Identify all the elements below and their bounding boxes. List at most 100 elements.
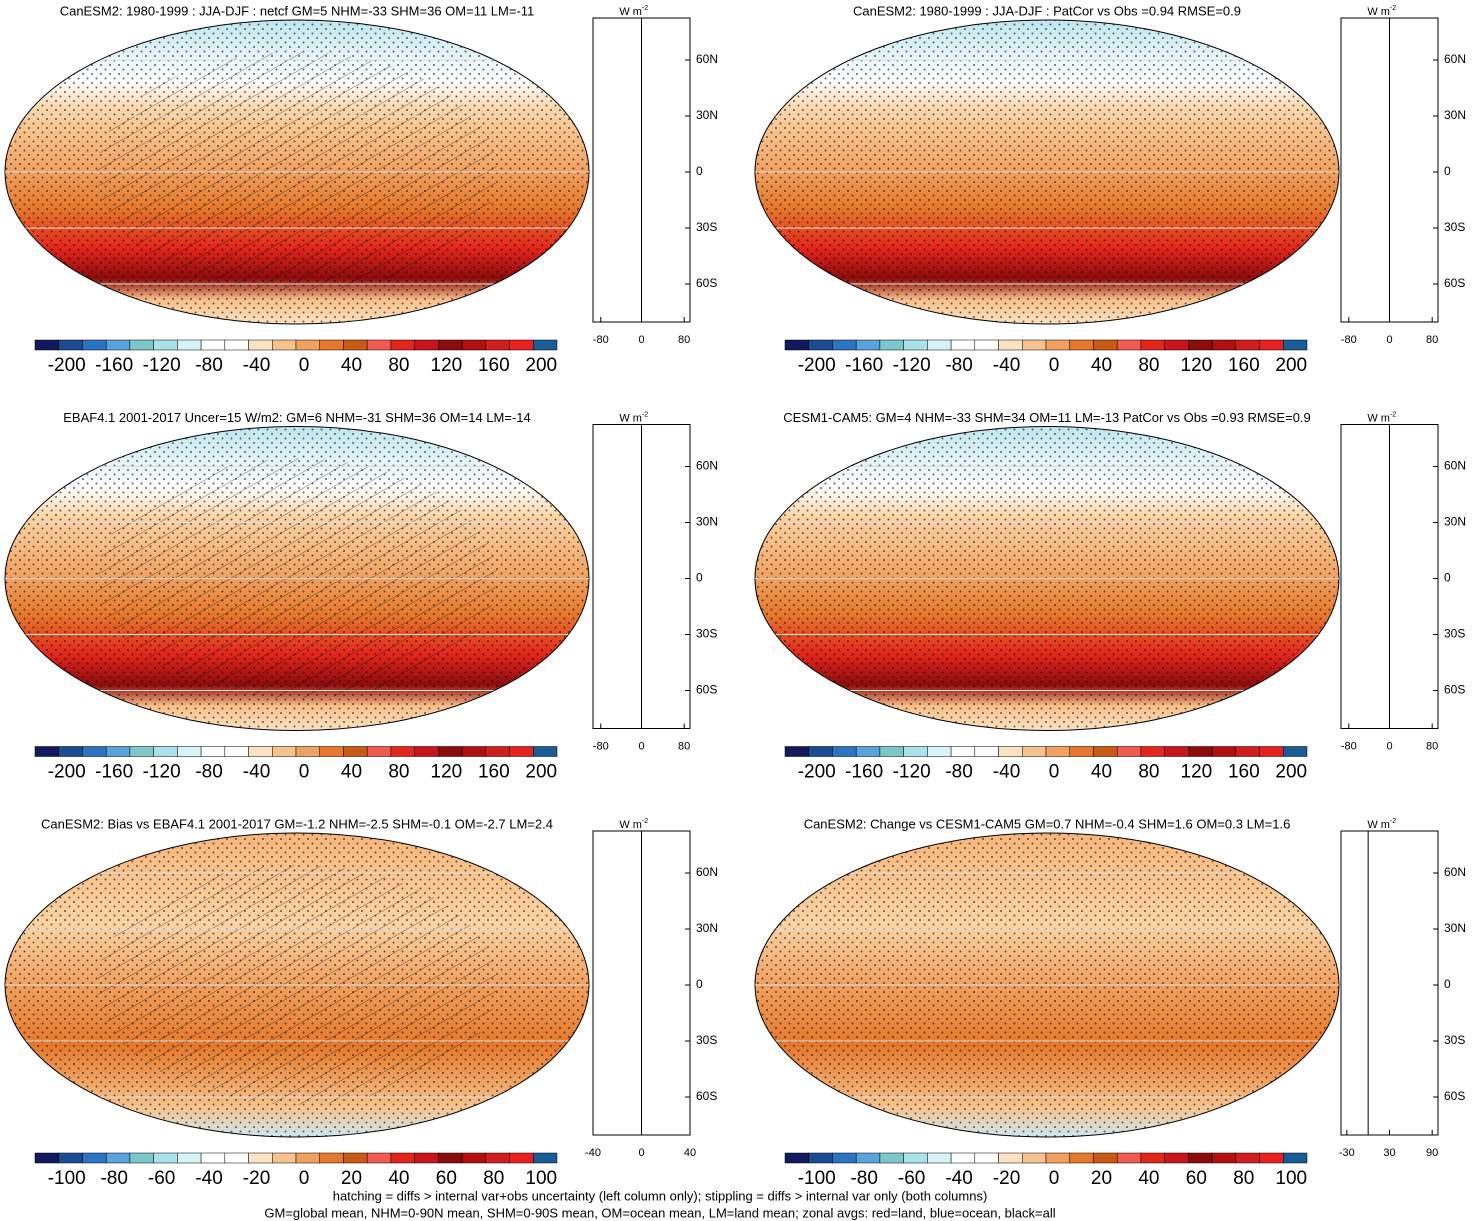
colorbar-swatch <box>1188 746 1213 757</box>
colorbar-swatch <box>224 746 249 757</box>
unit-base: W m <box>1367 819 1390 831</box>
colorbar-label: 0 <box>1049 355 1060 376</box>
colorbar-swatch <box>366 746 392 757</box>
colorbar-swatch <box>1093 746 1118 757</box>
colorbar-label: -200 <box>798 355 836 376</box>
colorbar-swatch <box>950 746 976 757</box>
colorbar-label: 60 <box>436 1168 457 1189</box>
zonal-lat-label: 30S <box>696 220 717 234</box>
colorbar-swatch <box>414 746 439 757</box>
zonal-x-label: 0 <box>1386 740 1392 752</box>
colorbar-swatch <box>1140 339 1165 351</box>
colorbar-label: -40 <box>993 355 1020 376</box>
zonal-lat-label: 0 <box>1444 571 1451 585</box>
colorbar-swatch <box>343 1152 368 1164</box>
colorbar-swatch <box>1235 339 1260 351</box>
colorbar-label: -40 <box>243 355 270 376</box>
zonal-x-label: 80 <box>1426 334 1438 346</box>
colorbar-label: -160 <box>95 762 133 783</box>
colorbar-swatch <box>105 1152 131 1164</box>
colorbar-label: -100 <box>798 1168 836 1189</box>
zonal-lat-label: 60N <box>696 459 718 473</box>
zonal-x-label: -80 <box>1341 334 1357 346</box>
zonal-x-label: 30 <box>1383 1147 1395 1159</box>
colorbar-swatch <box>105 339 131 351</box>
zonal-lat-label: 30S <box>696 627 717 641</box>
panel-title: CanESM2: 1980-1999 : JJA-DJF : netcf GM=… <box>60 3 535 18</box>
zonal-lat-label: 0 <box>696 977 703 991</box>
colorbar-label: 80 <box>388 762 409 783</box>
colorbar-label: 0 <box>1049 762 1060 783</box>
colorbar-swatch <box>855 1152 881 1164</box>
colorbar-label: 60 <box>1186 1168 1207 1189</box>
colorbar-swatch <box>272 339 297 351</box>
unit-base: W m <box>1367 6 1390 18</box>
colorbar-swatch <box>438 1152 463 1164</box>
colorbar-swatch <box>1069 339 1094 351</box>
colorbar-label: -80 <box>195 355 222 376</box>
colorbar-swatch <box>34 339 59 351</box>
colorbar-swatch <box>855 339 881 351</box>
colorbar-label: 160 <box>478 762 510 783</box>
colorbar-swatch <box>1188 1152 1213 1164</box>
colorbar-swatch <box>485 1152 510 1164</box>
unit-base: W m <box>619 819 642 831</box>
zonal-lat-label: 0 <box>696 571 703 585</box>
colorbar-swatch <box>1116 1152 1142 1164</box>
panel-title: CanESM2: Bias vs EBAF4.1 2001-2017 GM=-1… <box>41 816 553 831</box>
zonal-unit: W m-2 <box>619 411 648 424</box>
colorbar-label: -160 <box>845 355 883 376</box>
colorbar-label: 40 <box>1091 355 1112 376</box>
colorbar-swatch <box>533 746 558 757</box>
colorbar-label: 200 <box>525 355 557 376</box>
zonal-lat-label: 60S <box>696 276 717 290</box>
colorbar-swatch <box>1164 339 1189 351</box>
colorbar-label: -200 <box>798 762 836 783</box>
colorbar-swatch <box>927 746 952 757</box>
colorbar-swatch <box>1259 1152 1284 1164</box>
zonal-x-label: -80 <box>593 334 609 346</box>
colorbar-swatch <box>1045 339 1070 351</box>
colorbar-swatch <box>1069 746 1094 757</box>
colorbar-swatch <box>1093 1152 1118 1164</box>
colorbar-swatch <box>879 746 904 757</box>
zonal-frame <box>1340 830 1439 1136</box>
colorbar-swatch <box>974 339 999 351</box>
zonal-lat-label: 60N <box>1444 865 1466 879</box>
zonal-unit: W m-2 <box>619 818 648 831</box>
zonal-x-label: 0 <box>638 334 644 346</box>
colorbar-swatch <box>1211 339 1237 351</box>
colorbar-swatch <box>1283 1152 1308 1164</box>
colorbar-label: -80 <box>945 355 972 376</box>
footer-line: GM=global mean, NHM=0-90N mean, SHM=0-90… <box>264 1205 1055 1220</box>
colorbar-swatch <box>1045 1152 1070 1164</box>
colorbar-swatch <box>879 1152 904 1164</box>
unit-exp: -2 <box>642 818 648 825</box>
colorbar-swatch <box>34 746 59 757</box>
colorbar-swatch <box>927 1152 952 1164</box>
zonal-lat-label: 30N <box>696 921 718 935</box>
colorbar-swatch <box>153 339 178 351</box>
colorbar-swatch <box>784 1152 809 1164</box>
colorbar-label: -60 <box>148 1168 175 1189</box>
zonal-x-label: 0 <box>1386 334 1392 346</box>
colorbar-label: 160 <box>1228 762 1260 783</box>
colorbar-label: 200 <box>525 762 557 783</box>
colorbar-swatch <box>974 746 999 757</box>
zonal-lat-label: 60N <box>1444 459 1466 473</box>
colorbar-swatch <box>1093 339 1118 351</box>
colorbar-swatch <box>153 746 178 757</box>
colorbar-label: 100 <box>1275 1168 1307 1189</box>
colorbar-swatch <box>343 746 368 757</box>
colorbar-label: -20 <box>993 1168 1020 1189</box>
colorbar-swatch <box>1069 1152 1094 1164</box>
colorbar-swatch <box>58 746 83 757</box>
colorbar-label: 80 <box>1233 1168 1254 1189</box>
colorbar-swatch <box>438 339 463 351</box>
zonal-unit: W m-2 <box>1367 5 1396 18</box>
colorbar-swatch <box>1164 746 1189 757</box>
zonal-x-label: 80 <box>678 334 690 346</box>
colorbar-swatch <box>1211 1152 1237 1164</box>
colorbar-swatch <box>1211 746 1237 757</box>
colorbar-swatch <box>58 339 83 351</box>
